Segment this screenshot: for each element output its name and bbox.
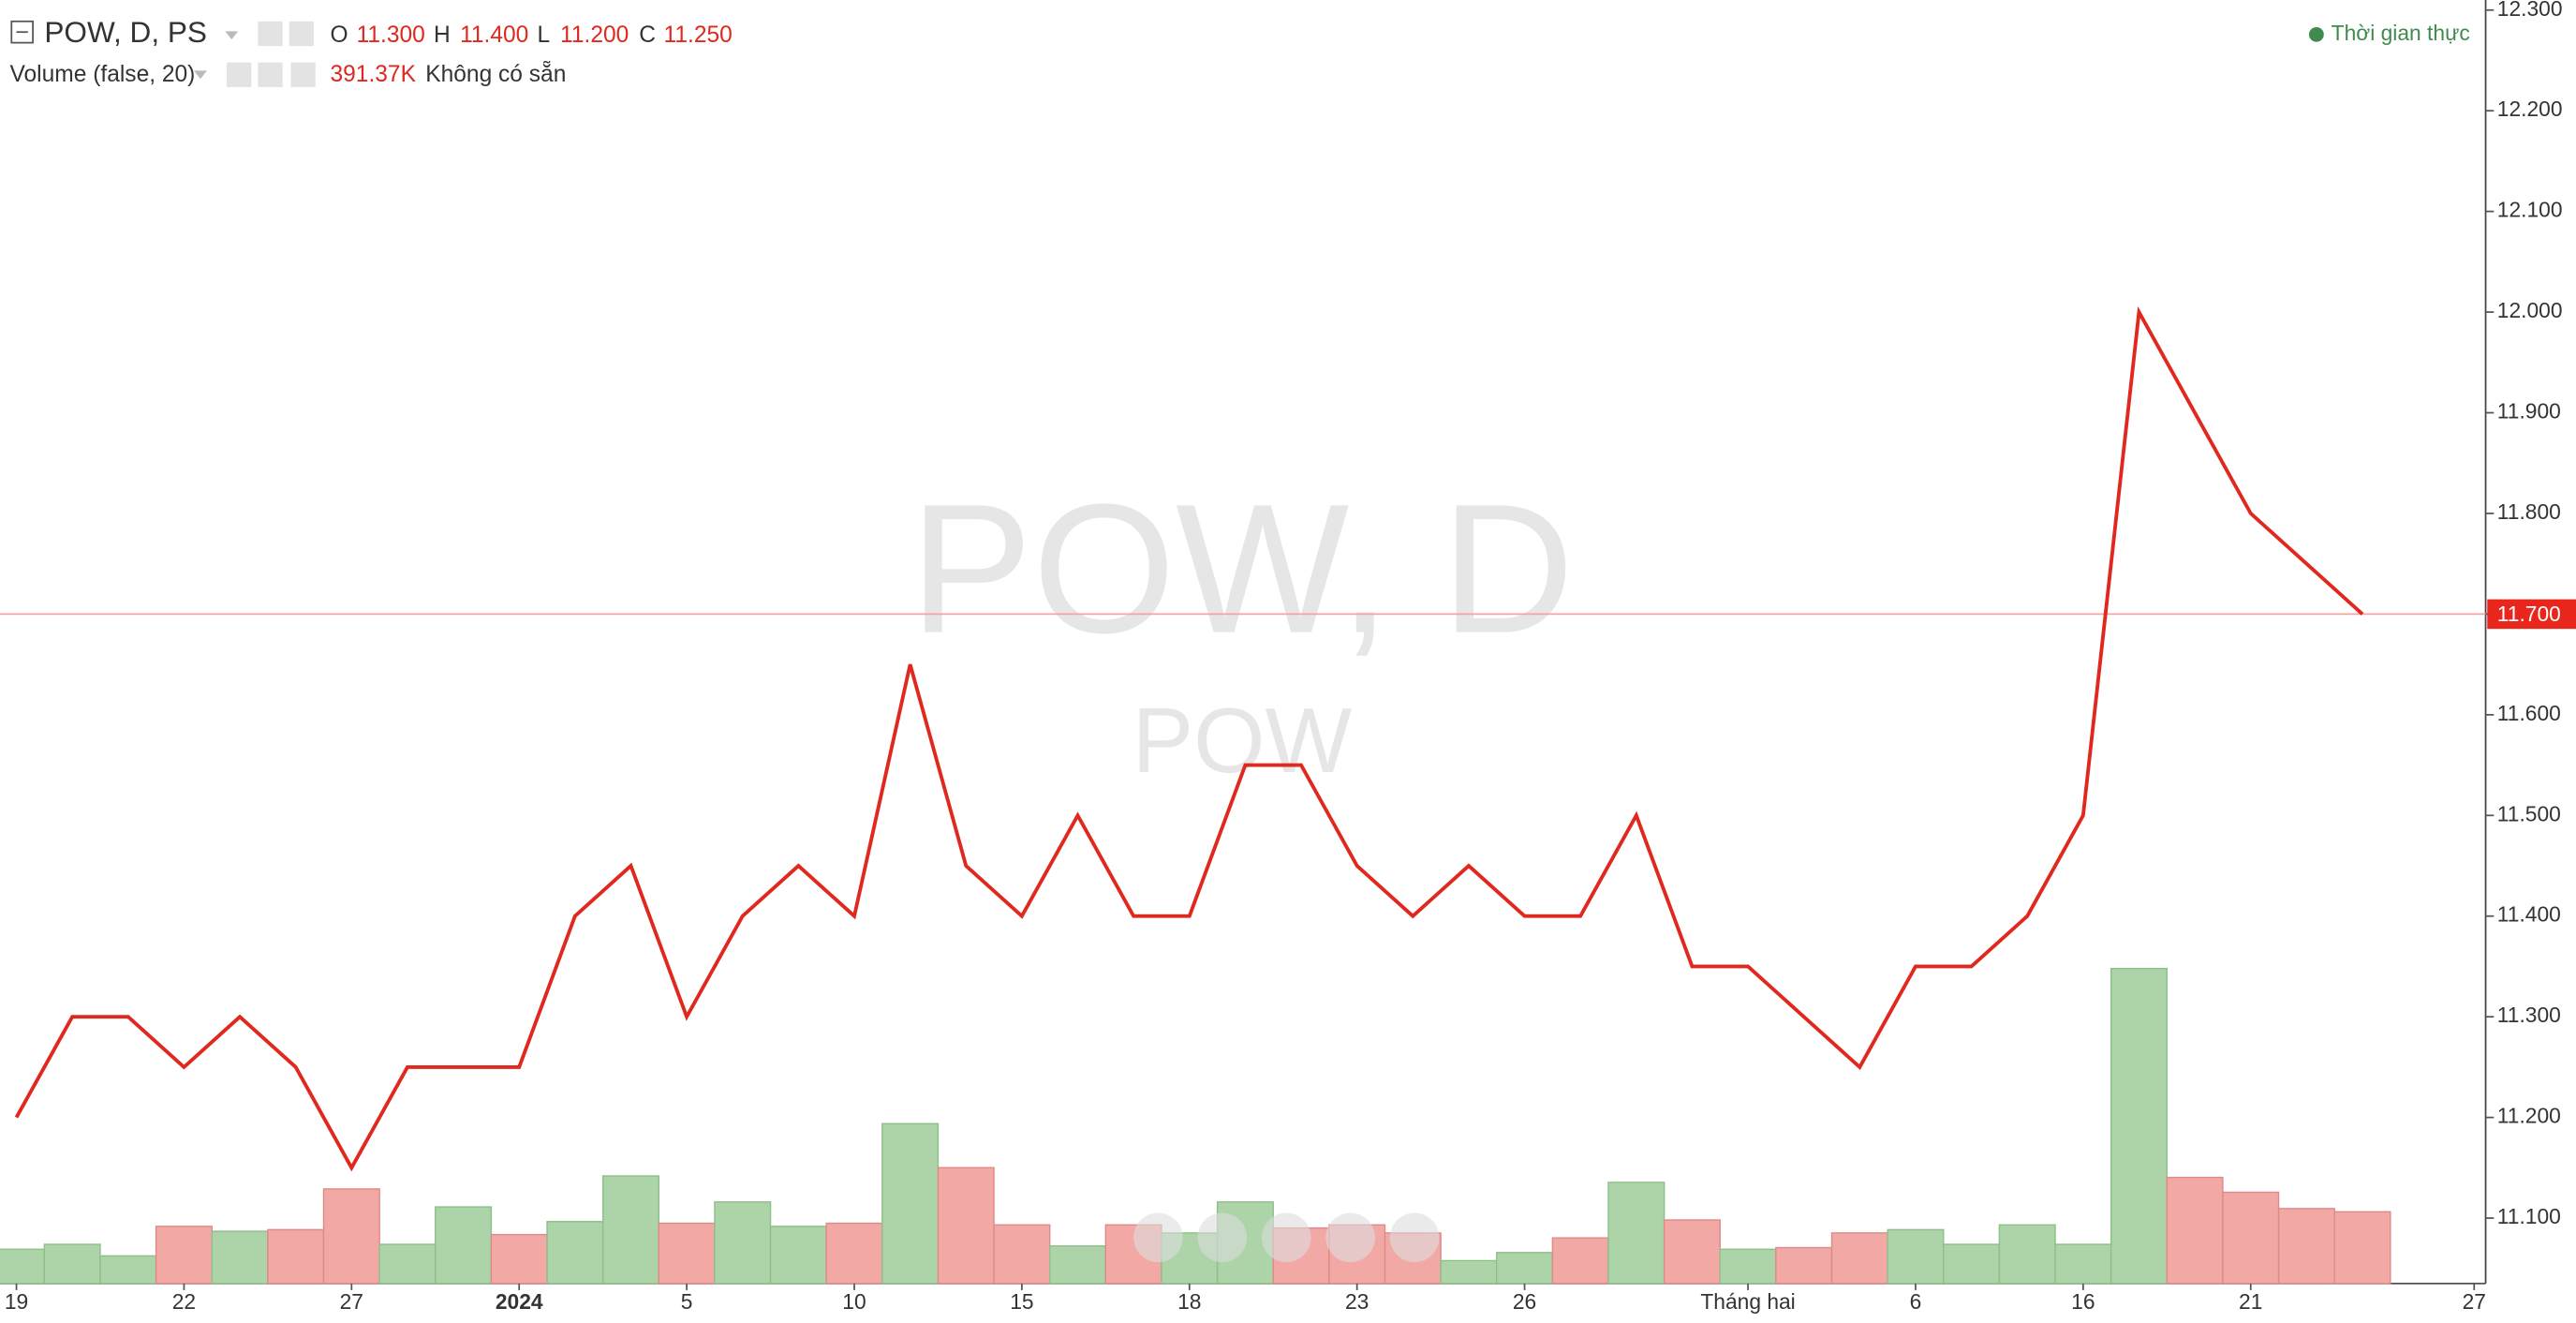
- x-tick-label: 19: [5, 1289, 28, 1314]
- volume-bar: [99, 1255, 157, 1285]
- zoom-out[interactable]: [1197, 1212, 1248, 1263]
- volume-bar: [546, 1221, 604, 1285]
- volume-bar: [2054, 1243, 2112, 1285]
- volume-bar: [1607, 1182, 1666, 1285]
- eye-icon[interactable]: [258, 21, 283, 47]
- watermark: POW, D: [910, 466, 1574, 672]
- volume-bar: [1998, 1224, 2056, 1285]
- close-label: C: [639, 22, 656, 48]
- x-tick-label: 27: [340, 1289, 363, 1314]
- volume-bar: [881, 1122, 940, 1285]
- y-tick-label: 12.000: [2497, 298, 2563, 322]
- symbol[interactable]: POW, D, PS: [44, 15, 207, 49]
- volume-bar: [1719, 1248, 1777, 1285]
- low-value: 11.200: [560, 22, 629, 48]
- y-tick-label: 11.500: [2497, 801, 2561, 825]
- volume-bar: [211, 1230, 269, 1285]
- eye-icon[interactable]: [227, 62, 252, 87]
- x-tick-label: 2024: [496, 1289, 543, 1314]
- volume-bar: [2166, 1176, 2224, 1285]
- volume-note: Không có sẵn: [425, 61, 566, 87]
- volume-bar: [0, 1248, 46, 1285]
- current-price-label: 11.700: [2497, 602, 2561, 626]
- volume-value: 391.37K: [331, 62, 417, 87]
- y-tick-label: 11.400: [2497, 902, 2561, 927]
- volume-bar: [1048, 1245, 1107, 1285]
- y-tick-label: 11.600: [2497, 701, 2561, 725]
- volume-title[interactable]: Volume (false, 20): [10, 62, 196, 87]
- low-label: L: [538, 22, 551, 48]
- nav-left[interactable]: [1133, 1212, 1183, 1263]
- volume-bar: [658, 1222, 716, 1285]
- reset[interactable]: [1261, 1212, 1311, 1263]
- y-tick-label: 11.100: [2497, 1204, 2561, 1228]
- volume-bar: [267, 1228, 325, 1285]
- volume-bar: [1663, 1219, 1721, 1285]
- volume-bar: [937, 1167, 995, 1285]
- price-line: [14, 305, 2364, 1172]
- current-price-tag: [2487, 599, 2576, 630]
- nav-right[interactable]: [1389, 1212, 1440, 1263]
- x-tick-label: 6: [1910, 1289, 1922, 1314]
- remove-icon[interactable]: [290, 62, 316, 87]
- volume-bar: [1440, 1259, 1498, 1285]
- x-tick-label: 21: [2239, 1289, 2262, 1314]
- open-value: 11.300: [357, 22, 425, 48]
- volume-bar: [322, 1188, 380, 1285]
- y-tick-label: 11.800: [2497, 499, 2561, 524]
- settings-icon[interactable]: [289, 21, 314, 47]
- volume-bar: [993, 1224, 1051, 1285]
- volume-bar: [43, 1243, 101, 1285]
- volume-bar: [1830, 1232, 1888, 1285]
- volume-bar: [769, 1226, 827, 1285]
- y-tick-label: 11.900: [2497, 399, 2561, 424]
- volume-bar: [1775, 1246, 1833, 1285]
- y-tick-label: 12.200: [2497, 97, 2563, 121]
- x-tick-label: 22: [172, 1289, 196, 1314]
- volume-bar: [1496, 1252, 1554, 1285]
- volume-bar: [714, 1201, 772, 1285]
- x-tick-label: 27: [2463, 1289, 2486, 1314]
- volume-bar: [2110, 967, 2168, 1285]
- volume-bar: [2333, 1211, 2391, 1285]
- legend-header: POW, D, PS O 11.300 H 11.400 L 11.200 C …: [10, 15, 2470, 87]
- volume-bar: [601, 1175, 659, 1285]
- x-tick-label: 23: [1345, 1289, 1369, 1314]
- volume-bar: [1551, 1237, 1609, 1285]
- volume-bar: [155, 1226, 213, 1285]
- volume-bar: [1887, 1228, 1945, 1285]
- zoom-in[interactable]: [1325, 1212, 1375, 1263]
- x-tick-label: 26: [1513, 1289, 1536, 1314]
- close-value: 11.250: [664, 22, 733, 48]
- high-label: H: [434, 22, 451, 48]
- x-tick-label: 16: [2071, 1289, 2095, 1314]
- volume-bar: [490, 1233, 548, 1285]
- volume-bar: [2277, 1208, 2335, 1285]
- navigation: [1133, 1212, 1440, 1263]
- x-tick-label: 18: [1177, 1289, 1201, 1314]
- y-tick-label: 11.200: [2497, 1104, 2561, 1128]
- settings-icon[interactable]: [258, 62, 283, 87]
- dropdown-icon[interactable]: [225, 31, 239, 40]
- y-tick-label: 11.300: [2497, 1003, 2561, 1027]
- status: Thời gian thực: [2332, 21, 2470, 45]
- x-tick-label: 10: [842, 1289, 866, 1314]
- x-tick-label: Tháng hai: [1700, 1289, 1795, 1314]
- volume-bar: [2222, 1191, 2280, 1285]
- volume-bar: [1943, 1243, 2001, 1285]
- status-dot: [2309, 26, 2324, 42]
- volume-bar: [825, 1222, 883, 1285]
- volume-bar: [435, 1206, 493, 1285]
- y-tick-label: 12.300: [2497, 0, 2563, 21]
- high-value: 11.400: [460, 22, 528, 48]
- x-tick-label: 5: [681, 1289, 693, 1314]
- dropdown-icon[interactable]: [193, 70, 207, 80]
- x-tick-label: 15: [1010, 1289, 1033, 1314]
- y-tick-label: 12.100: [2497, 198, 2563, 222]
- volume-bar: [378, 1243, 437, 1285]
- open-label: O: [331, 22, 348, 48]
